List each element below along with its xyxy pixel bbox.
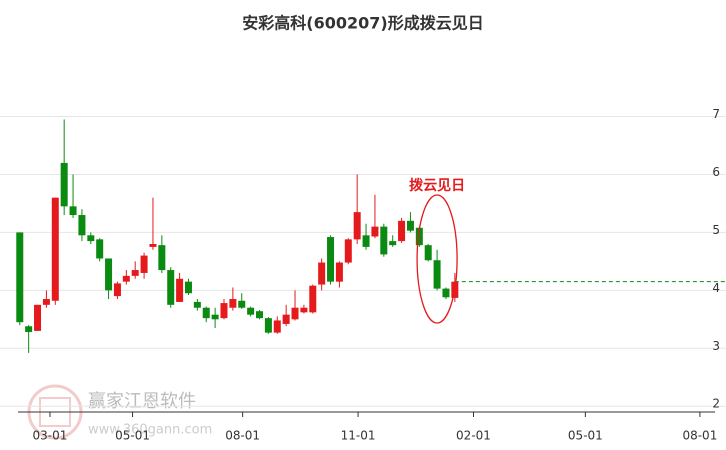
x-tick-label: 03-01 [33, 429, 68, 443]
candle-body [318, 262, 326, 285]
candle-body [202, 307, 210, 319]
y-tick-label: 7 [712, 107, 720, 121]
candle-body [34, 304, 42, 331]
candle-body [327, 237, 335, 282]
candle-body [51, 197, 59, 301]
candle-body [105, 258, 113, 291]
y-tick-label: 6 [712, 165, 720, 179]
candle-body [380, 226, 388, 255]
candle-body [158, 245, 166, 271]
candle-body [131, 270, 139, 276]
highlight-ellipse [416, 194, 458, 324]
candle-body [398, 220, 406, 242]
candle-body [122, 275, 130, 282]
candle-body [247, 307, 255, 315]
candle-body [424, 245, 432, 261]
candle-body [238, 300, 246, 308]
x-tick-label: 05-01 [115, 429, 150, 443]
candle-body [140, 255, 148, 273]
watermark-text: 赢家江恩软件 [88, 390, 196, 412]
candle-body [256, 311, 264, 319]
candle-body [264, 318, 272, 333]
candle-body [42, 299, 50, 305]
candle-body [78, 215, 86, 236]
candle-body [335, 262, 343, 282]
candle-body [282, 314, 290, 324]
candle-body [193, 301, 201, 308]
candle-body [16, 232, 24, 323]
candle-body [344, 239, 352, 263]
candle-body [176, 278, 184, 302]
candle-body [167, 270, 175, 305]
candle-body [184, 281, 192, 294]
candle-body [273, 320, 281, 333]
x-tick-label: 05-01 [568, 429, 603, 443]
candle-body [309, 285, 317, 313]
candle-body [113, 283, 121, 297]
candle-body [211, 314, 219, 320]
annotation: 拨云见日 [409, 177, 465, 194]
candle-body [353, 212, 361, 240]
candle-body [442, 288, 450, 298]
candle-body [87, 235, 95, 242]
candle-body [60, 162, 68, 207]
y-tick-label: 4 [712, 281, 720, 295]
y-tick-label: 3 [712, 339, 720, 353]
candle-body [149, 244, 157, 247]
candle-body [229, 299, 237, 308]
x-tick-label: 02-01 [456, 429, 491, 443]
watermark-url: www.360gann.com [88, 423, 212, 438]
candle-body [291, 307, 299, 320]
candle-body [96, 239, 104, 259]
candle-body [69, 206, 77, 216]
candle-body [220, 303, 228, 319]
y-tick-label: 2 [712, 397, 720, 411]
chart-title: 安彩高科(600207)形成拨云见日 [242, 14, 483, 33]
x-tick-label: 08-01 [225, 429, 260, 443]
candle-body [406, 220, 414, 231]
y-tick-label: 5 [712, 223, 720, 237]
candle-body [300, 307, 308, 313]
candle-body [389, 241, 397, 246]
candle-body [433, 260, 441, 289]
x-tick-label: 11-01 [341, 429, 376, 443]
x-tick-label: 08-01 [682, 429, 717, 443]
candle-body [362, 235, 370, 247]
candle-body [415, 227, 423, 246]
candle-body [371, 226, 379, 237]
candle-body [25, 326, 33, 333]
